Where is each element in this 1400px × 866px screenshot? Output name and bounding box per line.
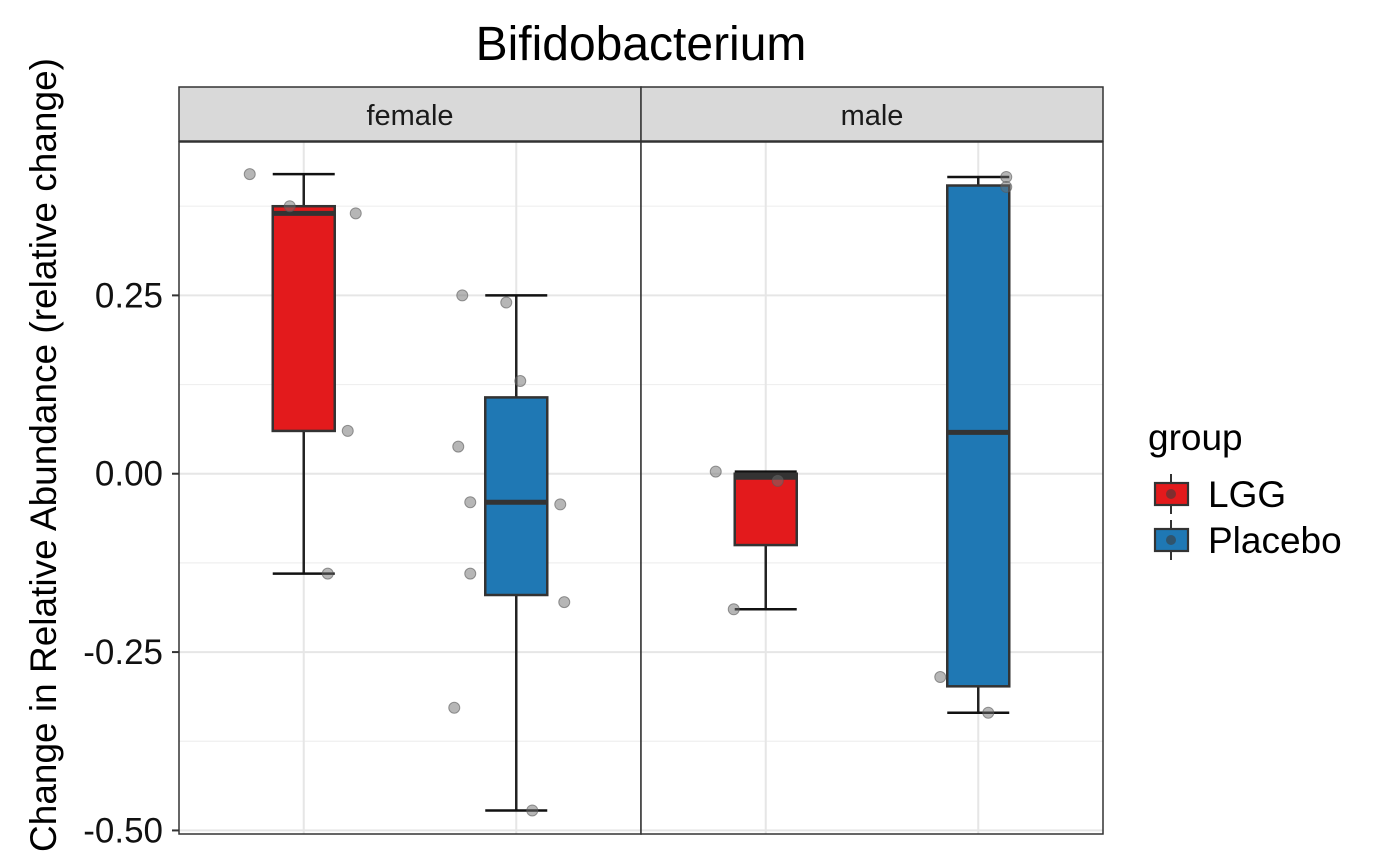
data-point [243, 168, 256, 181]
box-female-LGG [243, 168, 362, 580]
panel-background [641, 142, 1103, 834]
data-point [349, 207, 362, 220]
data-point [452, 440, 465, 453]
y-tick-label: 0.00 [95, 455, 163, 494]
data-point [526, 804, 539, 817]
data-point [709, 465, 722, 478]
y-axis-label: Change in Relative Abundance (relative c… [23, 58, 64, 852]
y-tick-label: -0.50 [83, 811, 163, 850]
data-point [321, 567, 334, 580]
box-female-Placebo [448, 289, 571, 817]
facet-strip-label: female [366, 100, 453, 132]
facet-strip-label: male [841, 100, 904, 132]
y-tick-label: 0.25 [95, 276, 163, 315]
box-male-Placebo [934, 170, 1013, 719]
facet-panel-male: male [640, 86, 1104, 835]
facet-strip [178, 86, 642, 142]
data-point [558, 596, 571, 609]
box-iqr [484, 396, 549, 597]
data-point [341, 424, 354, 437]
facet-panel-female: female [178, 86, 642, 835]
legend-key-placebo: Placebo [1153, 520, 1342, 561]
data-point [464, 496, 477, 509]
panels: female male [178, 86, 1104, 835]
data-point [283, 200, 296, 213]
legend-key-lgg: LGG [1153, 474, 1286, 515]
data-point [500, 296, 513, 309]
data-point [514, 374, 527, 387]
data-point [771, 474, 784, 487]
panel-background [179, 142, 641, 834]
data-point [456, 289, 469, 302]
box-iqr [946, 184, 1011, 688]
facet-strip [640, 86, 1104, 142]
data-point [554, 498, 567, 511]
legend-key-point [1166, 535, 1176, 545]
y-tick-label: -0.25 [83, 633, 163, 672]
legend: group LGG Placebo [1148, 417, 1342, 561]
panel-border [640, 141, 1104, 835]
chart-title: Bifidobacterium [476, 18, 807, 71]
legend-label: LGG [1208, 474, 1286, 515]
legend-title: group [1148, 417, 1243, 458]
box-iqr [271, 204, 336, 433]
data-point [1000, 170, 1013, 183]
legend-label: Placebo [1208, 520, 1342, 561]
data-point [727, 603, 740, 616]
y-axis: 0.25 0.00 -0.25 -0.50 [83, 276, 179, 850]
data-point [982, 706, 995, 719]
box-iqr [733, 472, 798, 547]
legend-key-point [1166, 489, 1176, 499]
data-point [934, 671, 947, 684]
box-male-LGG [709, 465, 798, 616]
data-point [464, 567, 477, 580]
data-point [1000, 180, 1013, 193]
data-point [448, 701, 461, 714]
